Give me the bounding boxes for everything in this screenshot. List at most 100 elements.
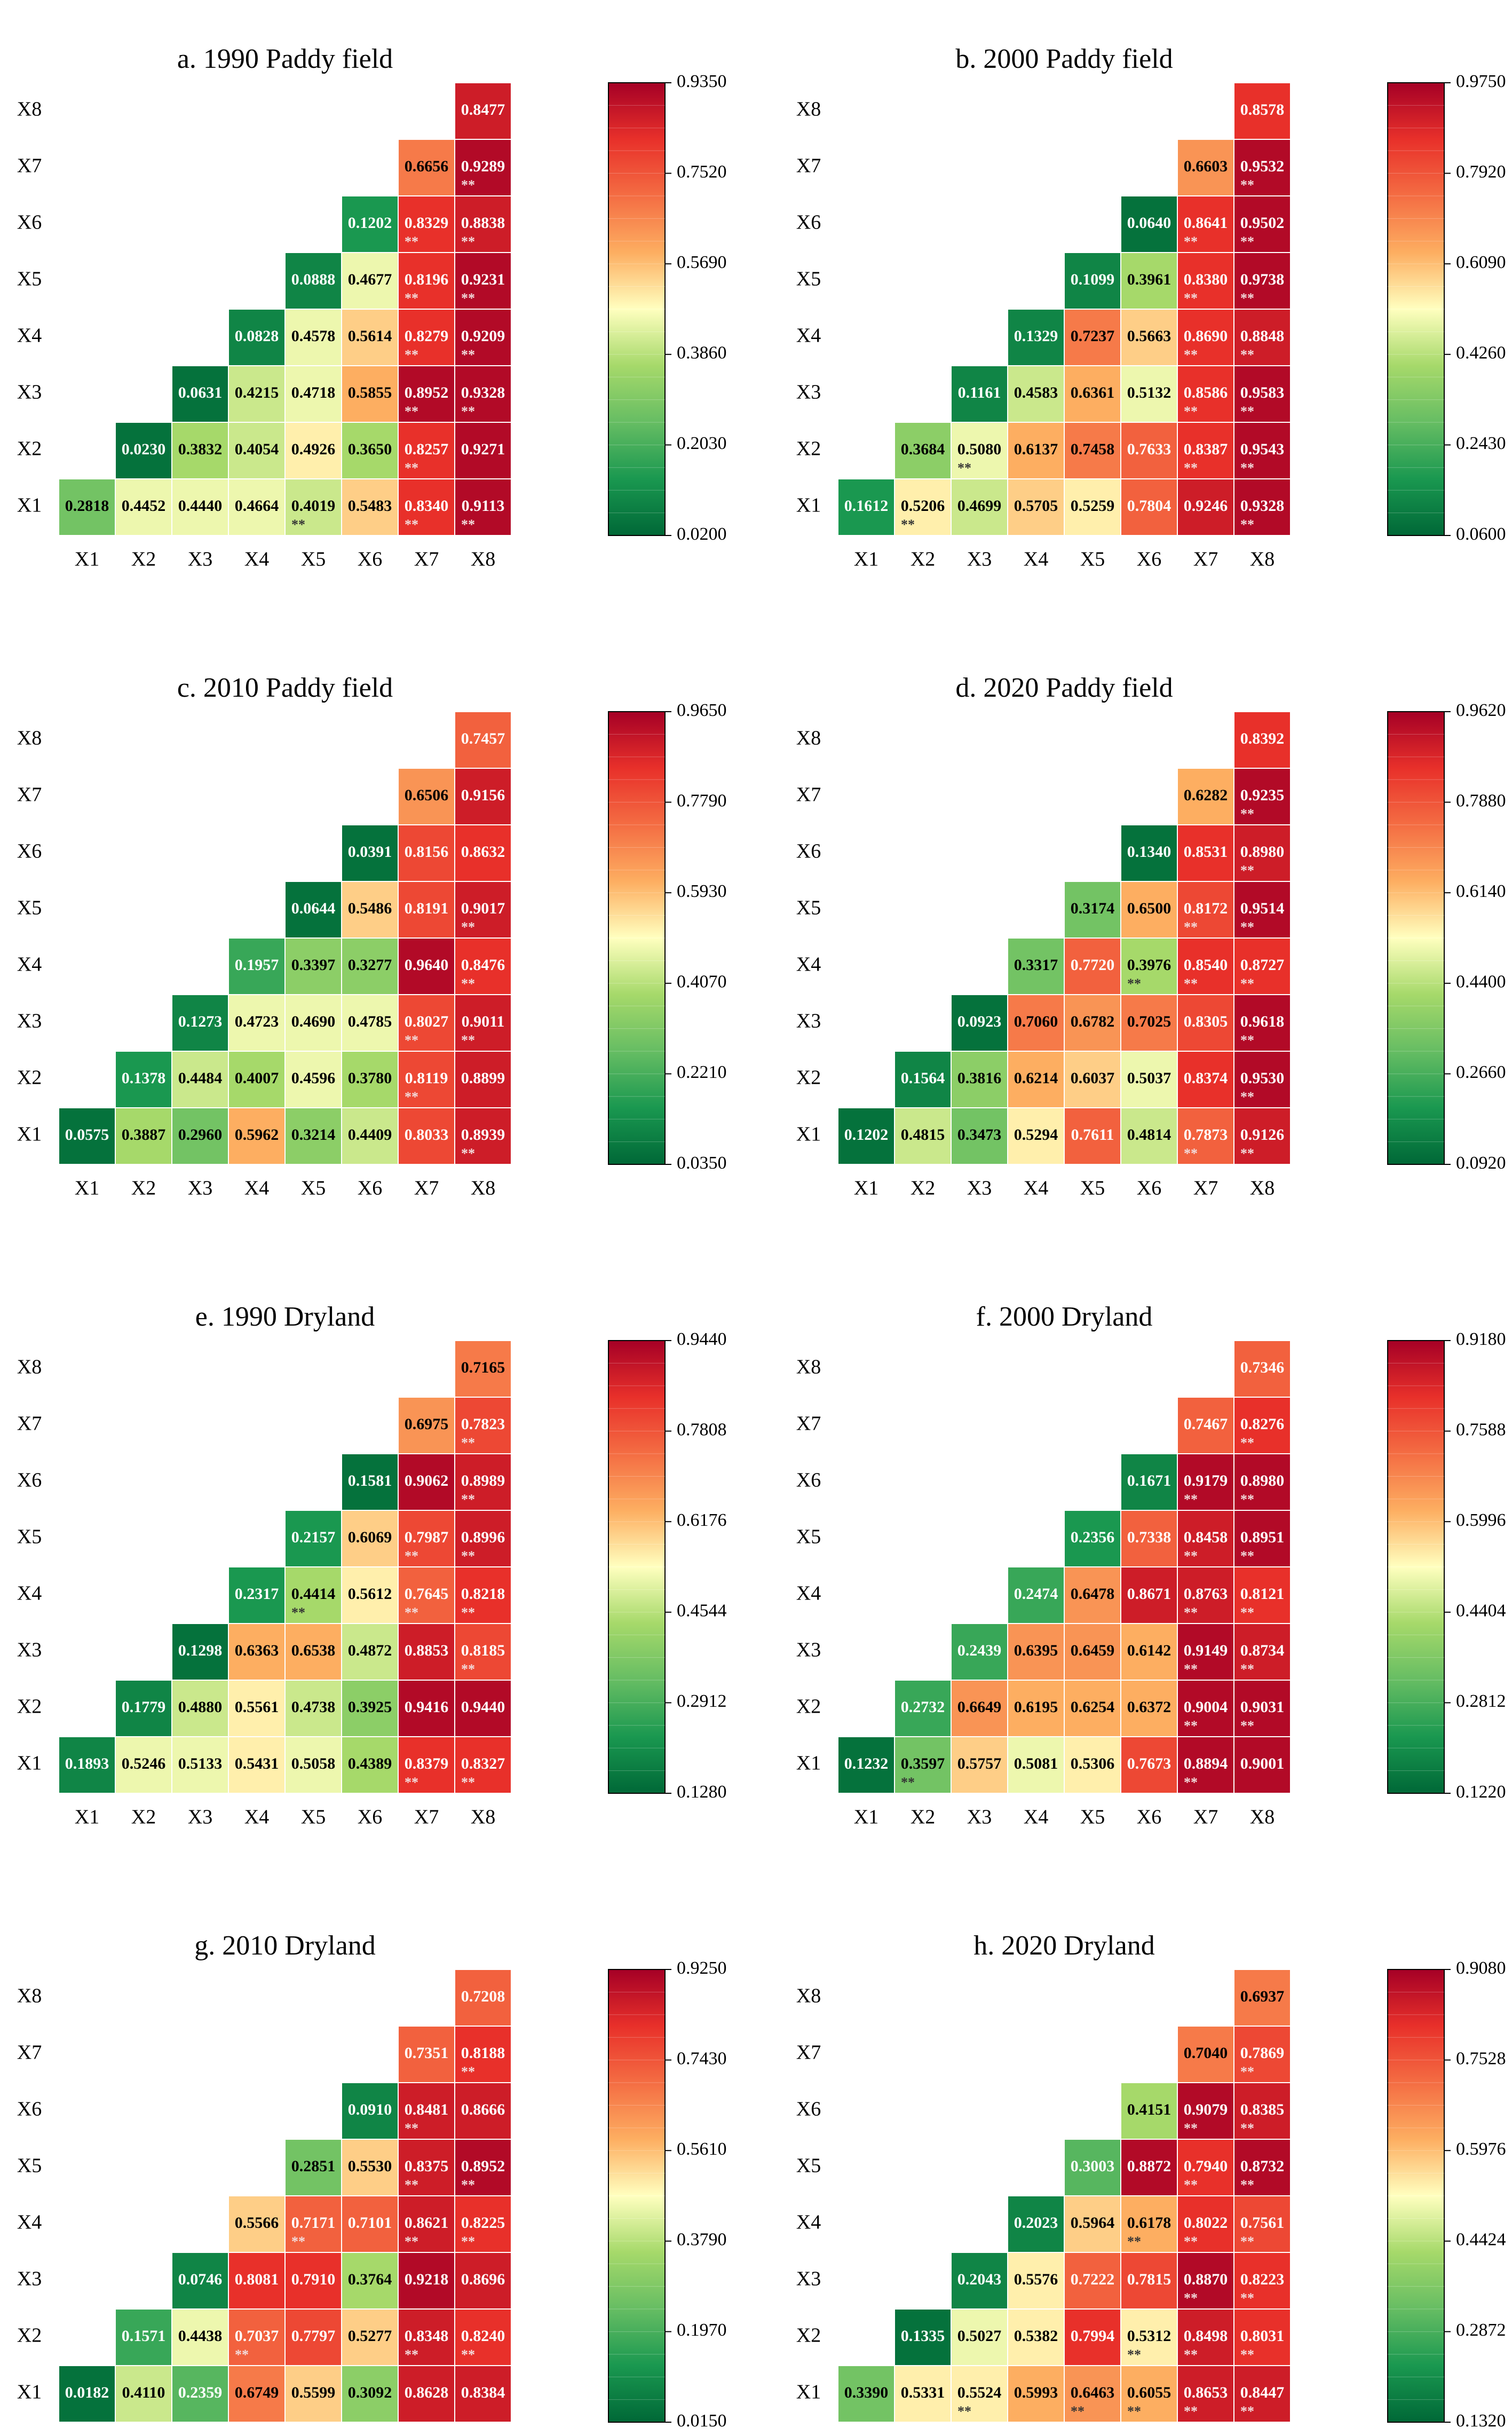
heatmap-cell <box>1233 1623 1291 1681</box>
y-tick-label: X5 <box>17 1526 42 1548</box>
x-tick-label: X7 <box>1193 1177 1218 1200</box>
colorbar-tick-label: 0.7808 <box>677 1420 727 1439</box>
significance-mark: ** <box>1240 2290 1254 2306</box>
significance-mark: ** <box>1184 347 1198 363</box>
cell-value-label: 0.0746 <box>178 2271 223 2288</box>
significance-mark: ** <box>1240 2177 1254 2193</box>
cell-value-label: 0.8188 <box>461 2044 505 2062</box>
cell-value-label: 0.9149 <box>1184 1642 1228 1659</box>
cell-value-label: 0.2818 <box>65 497 109 515</box>
heatmap-cell <box>341 2139 399 2196</box>
cell-value-label: 0.4723 <box>235 1013 279 1030</box>
cell-value-label: 0.8980 <box>1240 843 1285 861</box>
x-tick-label: X1 <box>854 548 878 571</box>
heatmap-cell <box>398 1736 455 1794</box>
cell-value-label: 0.2157 <box>291 1528 336 1546</box>
significance-mark: ** <box>1184 2177 1198 2193</box>
heatmap-cell <box>1120 1107 1178 1165</box>
heatmap-cell <box>454 1969 512 2027</box>
heatmap-cell <box>1064 365 1121 423</box>
cell-value-label: 0.8240 <box>461 2327 505 2345</box>
colorbar-tick-label: 0.6090 <box>1456 253 1506 272</box>
cell-value-label: 0.0910 <box>348 2101 392 2118</box>
significance-mark: ** <box>1127 2234 1141 2249</box>
x-tick-label: X2 <box>131 1177 156 1200</box>
heatmap-cell <box>1064 994 1121 1052</box>
cell-value-label: 0.8641 <box>1184 214 1228 232</box>
x-tick-label: X5 <box>1080 1806 1105 1829</box>
significance-mark: ** <box>1240 2347 1254 2362</box>
cell-value-label: 0.6506 <box>405 786 449 804</box>
colorbar <box>608 711 666 1165</box>
significance-mark: ** <box>461 347 475 363</box>
colorbar <box>608 82 666 536</box>
cell-value-label: 0.6478 <box>1071 1585 1115 1603</box>
heatmap-cell <box>341 2195 399 2253</box>
cell-value-label: 0.7351 <box>405 2044 449 2062</box>
y-tick-label: X2 <box>17 1067 42 1089</box>
cell-value-label: 0.9328 <box>461 384 505 401</box>
significance-mark: ** <box>405 2177 418 2193</box>
cell-value-label: 0.0828 <box>235 327 279 345</box>
cell-value-label: 0.0182 <box>65 2384 109 2401</box>
heatmap-cell <box>284 2308 342 2366</box>
heatmap-cell <box>1233 82 1291 140</box>
cell-value-label: 0.6037 <box>1071 1069 1115 1087</box>
cell-value-label: 0.4440 <box>178 497 223 515</box>
cell-value-label: 0.8763 <box>1184 1585 1228 1603</box>
heatmap-panel: d. 2020 Paddy field X1 X2 X3 X4 X5 X6 X7 X8 X1 X2 X… <box>796 673 1506 1200</box>
cell-value-label: 0.0923 <box>957 1013 1002 1030</box>
cell-value-label: 0.9011 <box>462 1013 505 1030</box>
heatmap-cell <box>1064 1107 1121 1165</box>
cell-value-label: 0.5964 <box>1071 2214 1115 2232</box>
significance-mark: ** <box>1240 1033 1254 1048</box>
cell-value-label: 0.8666 <box>461 2101 505 2118</box>
y-tick-label: X3 <box>796 1010 821 1033</box>
heatmap-cell <box>1064 2195 1121 2253</box>
cell-value-label: 0.2732 <box>901 1698 945 1716</box>
y-tick-label: X5 <box>796 268 821 290</box>
heatmap-cell <box>1120 881 1178 939</box>
heatmap-cell <box>284 1051 342 1108</box>
significance-mark: ** <box>1071 2404 1084 2419</box>
heatmap-cell <box>454 2308 512 2366</box>
heatmap-cell <box>1233 1397 1291 1454</box>
cell-value-label: 0.5133 <box>178 1755 223 1772</box>
cell-value-label: 0.6649 <box>957 1698 1002 1716</box>
cell-value-label: 0.5259 <box>1071 497 1115 515</box>
cell-value-label: 0.8022 <box>1184 2214 1228 2232</box>
significance-mark: ** <box>1184 2234 1198 2249</box>
heatmap-cell <box>398 1623 455 1681</box>
colorbar-tick-label: 0.7920 <box>1456 162 1506 182</box>
x-tick-label: X8 <box>1250 1177 1274 1200</box>
heatmap-cell <box>341 478 399 536</box>
y-tick-label: X4 <box>796 953 821 976</box>
significance-mark: ** <box>1240 919 1254 935</box>
cell-value-label: 0.1581 <box>348 1472 392 1490</box>
cell-value-label: 0.9532 <box>1240 157 1285 175</box>
significance-mark: ** <box>1240 460 1254 476</box>
significance-mark: ** <box>461 2347 475 2362</box>
cell-value-label: 0.1298 <box>178 1642 223 1659</box>
colorbar-tick-label: 0.4070 <box>677 972 727 992</box>
heatmap-cell <box>1007 365 1065 423</box>
heatmap-cell <box>398 2026 455 2083</box>
heatmap-cell <box>115 1680 172 1737</box>
cell-value-label: 0.3214 <box>291 1126 336 1144</box>
cell-value-label: 0.8279 <box>405 327 449 345</box>
heatmap-cell <box>341 252 399 310</box>
cell-value-label: 0.8374 <box>1184 1069 1228 1087</box>
significance-mark: ** <box>1184 1718 1198 1733</box>
x-tick-label: X5 <box>1080 1177 1105 1200</box>
cell-value-label: 0.3092 <box>348 2384 392 2401</box>
cell-value-label: 0.9502 <box>1240 214 1285 232</box>
cell-value-label: 0.8348 <box>405 2327 449 2345</box>
significance-mark: ** <box>405 517 418 532</box>
y-tick-label: X8 <box>17 98 42 121</box>
significance-mark: ** <box>1240 2404 1254 2419</box>
heatmap-cell <box>1233 2308 1291 2366</box>
heatmap-cell <box>341 1107 399 1165</box>
cell-value-label: 0.8586 <box>1184 384 1228 401</box>
cell-value-label: 0.8696 <box>461 2271 505 2288</box>
cell-value-label: 0.9530 <box>1240 1069 1285 1087</box>
